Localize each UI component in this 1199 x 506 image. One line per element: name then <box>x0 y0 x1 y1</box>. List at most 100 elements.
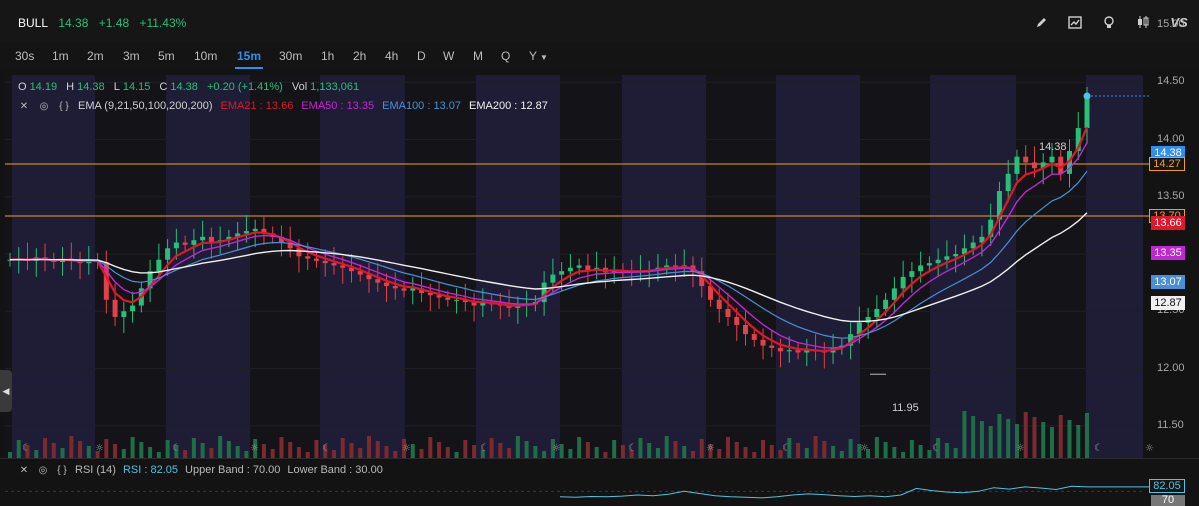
moon-icon: ☾ <box>782 443 791 454</box>
volume-bar <box>971 416 976 458</box>
volume-bar <box>384 446 389 458</box>
volume-bar <box>796 443 801 458</box>
rsi-indicator-name[interactable]: RSI (14) <box>75 464 116 476</box>
interval-30m[interactable]: 30m <box>279 49 303 63</box>
volume-bar <box>585 442 590 458</box>
volume-value: 1,133,061 <box>310 81 360 93</box>
candle-body <box>883 299 889 309</box>
price-chart[interactable]: ☾ ☼ ☾ ☼ ☾ ☼ ☾ ☼ ☾ ☼ ☾ ☼ ☾ ☼ ☾ ☼ <box>0 70 1199 506</box>
candlestick-icon[interactable] <box>1135 15 1151 29</box>
last-price-dot <box>1083 92 1091 100</box>
rsi-value: RSI : 82.05 <box>122 464 179 476</box>
volume-bar <box>43 438 48 458</box>
volume-bar <box>331 450 336 458</box>
volume-bar <box>1067 420 1072 458</box>
candle-body <box>208 236 214 243</box>
indicator-bulb-icon[interactable] <box>1101 15 1117 29</box>
candle-body <box>156 259 162 272</box>
candle-body <box>1075 128 1081 151</box>
interval-D[interactable]: D <box>417 49 426 63</box>
candle-body <box>261 228 267 234</box>
volume-bar <box>288 442 293 458</box>
candle-body <box>384 282 390 287</box>
rsi-settings-icon[interactable]: ◎ <box>38 464 48 476</box>
volume-bar <box>542 451 547 458</box>
interval-1m[interactable]: 1m <box>52 49 69 63</box>
volume-bar <box>349 443 354 458</box>
interval-10m[interactable]: 10m <box>194 49 218 63</box>
volume-bar <box>367 436 371 458</box>
chevron-down-icon: ▼ <box>540 53 548 62</box>
interval-30s[interactable]: 30s <box>15 49 35 63</box>
volume-bar <box>95 451 100 458</box>
volume-bar <box>218 436 223 458</box>
vs-compare-icon[interactable]: VS <box>1170 14 1188 30</box>
interval-W[interactable]: W <box>443 49 455 63</box>
volume-bar <box>901 452 906 458</box>
interval-15m[interactable]: 15m <box>237 49 262 63</box>
volume-bar <box>568 449 573 458</box>
rsi-code-braces-icon[interactable]: { } <box>57 464 67 476</box>
candle-body <box>856 322 862 335</box>
high-marker-label: 14.38 <box>1039 141 1067 153</box>
candle-body <box>445 297 451 300</box>
collapse-panel-handle[interactable]: ◀ <box>0 370 12 412</box>
candle-body <box>130 305 136 312</box>
candle-body <box>751 334 757 340</box>
candle-body <box>900 276 906 289</box>
interval-3m[interactable]: 3m <box>123 49 140 63</box>
volume-bar <box>629 450 634 458</box>
candle-body <box>996 191 1002 220</box>
interval-M[interactable]: M <box>473 49 483 63</box>
candle-body <box>165 248 171 260</box>
volume-bar <box>988 426 993 458</box>
ticker-summary[interactable]: BULL 14.38 +1.48 +11.43% <box>18 16 193 30</box>
volume-bar <box>279 437 284 458</box>
moon-icon: ☾ <box>22 443 31 454</box>
interval-Q[interactable]: Q <box>501 49 511 63</box>
candle-body <box>550 274 556 283</box>
candle-body <box>865 316 871 323</box>
interval-4h[interactable]: 4h <box>385 49 399 63</box>
interval-1h[interactable]: 1h <box>321 49 335 63</box>
volume-bar <box>1049 427 1054 458</box>
candle-body <box>1040 162 1046 169</box>
chart-type-icon[interactable] <box>1067 15 1083 29</box>
candle-body <box>734 316 740 325</box>
interval-bar: 30s 1m 2m 3m 5m 10m 15m 30m 1h 2h 4h D W M Q Y ▼ <box>0 42 1199 70</box>
interval-5m[interactable]: 5m <box>158 49 175 63</box>
volume-bar <box>831 446 836 458</box>
interval-2h[interactable]: 2h <box>353 49 367 63</box>
session-shade <box>1086 75 1143 458</box>
low-value: 14.15 <box>122 81 151 93</box>
volume-bar <box>761 440 766 458</box>
volume-bar <box>463 440 468 458</box>
code-braces-icon[interactable]: { } <box>59 100 69 112</box>
ema200-value: EMA200 : 12.87 <box>469 100 548 112</box>
candle-body <box>541 282 547 303</box>
candle-body <box>182 242 188 245</box>
volume-bar <box>139 442 144 458</box>
interval-Y[interactable]: Y ▼ <box>529 49 548 63</box>
price-axis-label: 15.00 <box>1157 18 1185 30</box>
close-icon[interactable]: ✕ <box>19 100 29 112</box>
candle-body <box>235 233 241 237</box>
volume-bar <box>962 411 967 458</box>
volume-bar <box>121 449 126 458</box>
settings-icon[interactable]: ◎ <box>39 100 49 112</box>
candle-body <box>953 254 959 257</box>
interval-2m[interactable]: 2m <box>87 49 104 63</box>
volume-bar <box>839 451 844 458</box>
pencil-icon[interactable] <box>1033 15 1049 29</box>
low-marker-label: 11.95 <box>892 402 919 414</box>
ema100-tag: 13.07 <box>1151 275 1185 289</box>
candle-body <box>454 299 460 301</box>
volume-bar <box>60 448 65 458</box>
rsi-close-icon[interactable]: ✕ <box>19 464 29 476</box>
session-shade <box>776 75 860 458</box>
ticker-price: 14.38 <box>58 16 89 30</box>
chart-tools: VS <box>1033 14 1189 30</box>
ema-indicator-name[interactable]: EMA (9,21,50,100,200,200) <box>78 100 213 112</box>
volume-bar <box>874 437 879 458</box>
volume-bar <box>1032 417 1037 458</box>
